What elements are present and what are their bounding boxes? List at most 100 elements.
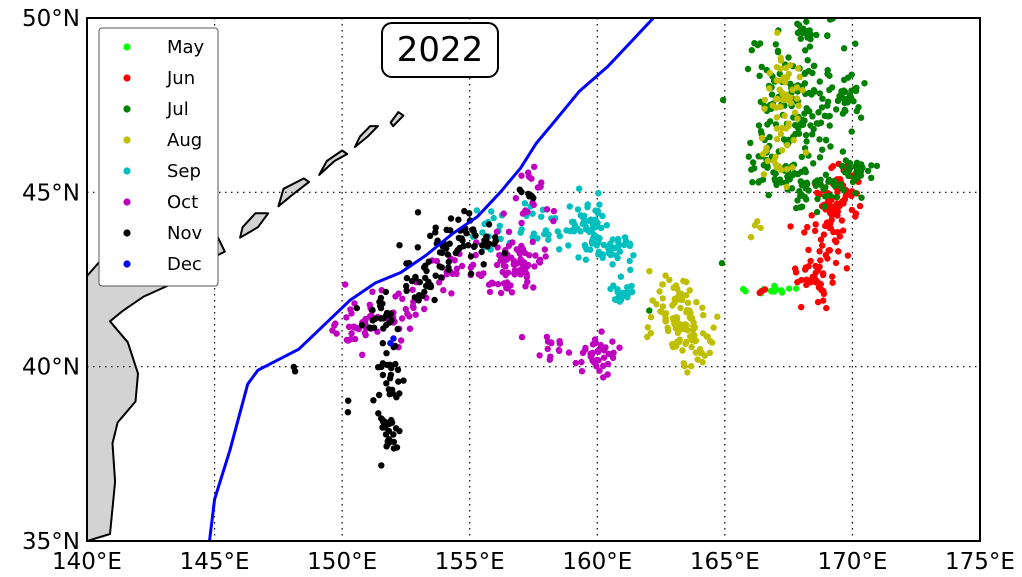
point-jul [794,29,802,37]
point-jul [818,104,826,111]
point-jul [851,85,858,93]
point-nov [353,304,360,312]
point-jul [718,259,726,267]
point-nov [379,371,387,379]
point-aug [754,218,761,225]
point-jun [820,290,828,297]
point-sep [626,242,634,249]
point-may [771,288,778,295]
point-nov [445,258,452,266]
point-jul [804,181,811,188]
point-jul [807,122,814,129]
y-tick-label: 45°N [22,180,80,206]
point-nov [377,315,385,322]
point-sep [591,222,599,230]
point-oct [505,242,513,249]
point-aug [774,29,781,36]
point-aug [662,272,669,279]
point-aug [675,338,683,346]
point-oct [578,358,585,366]
point-oct [458,262,466,270]
point-jun [815,280,823,287]
point-oct [497,257,504,264]
point-jul [826,18,834,23]
point-oct [514,268,521,275]
point-jun [787,223,794,230]
point-aug [700,312,707,319]
point-oct [536,259,544,266]
legend-label-jul: Jul [166,99,189,120]
point-oct [508,289,516,296]
point-aug [658,308,665,315]
point-oct [578,368,586,375]
point-jul [755,179,762,186]
point-nov [383,321,390,329]
point-sep [556,246,563,253]
point-jul [797,178,804,185]
point-jun [829,163,837,170]
point-oct [406,325,414,332]
point-nov [432,229,439,236]
point-aug [766,85,773,92]
point-oct [579,349,587,357]
point-nov [479,242,486,249]
point-nov [403,282,410,290]
point-jul [857,114,865,121]
x-tick-label: 160°E [562,549,632,575]
point-jun [802,264,809,271]
point-oct [486,288,494,296]
point-jul [824,32,831,40]
point-oct [556,347,563,354]
point-jul [771,175,778,183]
point-jul [745,153,752,160]
point-jul [821,193,829,200]
point-jul [774,48,782,56]
point-aug [796,73,803,81]
point-jul [806,108,813,115]
point-jun [831,237,839,244]
point-oct [532,252,539,259]
point-oct [505,228,513,235]
point-aug [684,369,691,376]
point-oct [609,354,617,361]
point-sep [497,235,504,242]
legend-label-aug: Aug [167,130,202,151]
point-sep [574,225,581,232]
point-aug [714,313,721,320]
point-jul [748,47,755,54]
point-oct [440,287,447,294]
point-jun [844,252,852,259]
point-jul [772,41,779,48]
point-jun [808,212,815,219]
point-oct [518,333,526,341]
point-aug [710,324,717,331]
point-jul [748,166,755,173]
legend: May Jun Jul Aug Sep Oct Nov Dec [98,27,219,287]
point-jul [841,169,849,176]
x-tick-label: 155°E [435,549,505,575]
point-nov [425,258,432,265]
point-jul [820,10,826,16]
point-jun [830,228,837,236]
point-nov [444,251,452,258]
point-oct [524,278,531,286]
point-oct [409,286,416,293]
point-nov [485,221,493,228]
point-oct [518,260,526,267]
point-sep [568,218,576,226]
point-aug [686,287,693,294]
point-oct [544,345,551,353]
landmass-kuril-2 [277,177,310,208]
point-jul [833,106,840,113]
point-oct [587,350,594,357]
point-oct [494,281,502,288]
point-oct [604,360,612,368]
point-nov [379,416,386,424]
point-aug [708,339,716,346]
point-jun [832,259,840,267]
point-nov [394,366,402,373]
point-aug [784,142,791,149]
point-jun [807,257,814,265]
point-nov [443,226,450,233]
point-oct [512,195,520,202]
